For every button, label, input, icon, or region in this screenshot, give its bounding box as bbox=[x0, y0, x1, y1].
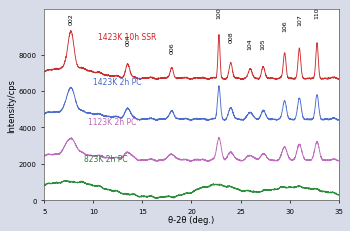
Text: 006: 006 bbox=[169, 42, 174, 54]
Y-axis label: Intensity/cps: Intensity/cps bbox=[7, 78, 16, 132]
Text: 104: 104 bbox=[248, 38, 253, 50]
Text: 100: 100 bbox=[216, 7, 222, 19]
Text: 004: 004 bbox=[125, 35, 130, 46]
Text: 1123K 2h PC: 1123K 2h PC bbox=[89, 118, 137, 127]
Text: 008: 008 bbox=[228, 31, 233, 43]
Text: 002: 002 bbox=[68, 13, 74, 24]
X-axis label: θ-2θ (deg.): θ-2θ (deg.) bbox=[168, 215, 215, 224]
Text: 110: 110 bbox=[315, 7, 320, 19]
Text: 106: 106 bbox=[282, 20, 287, 32]
Text: 1423K 10h SSR: 1423K 10h SSR bbox=[98, 33, 157, 42]
Text: 105: 105 bbox=[261, 38, 266, 50]
Text: 823K 2h PC: 823K 2h PC bbox=[84, 154, 127, 163]
Text: 107: 107 bbox=[297, 15, 302, 26]
Text: 1423K 2h PC: 1423K 2h PC bbox=[93, 78, 142, 87]
